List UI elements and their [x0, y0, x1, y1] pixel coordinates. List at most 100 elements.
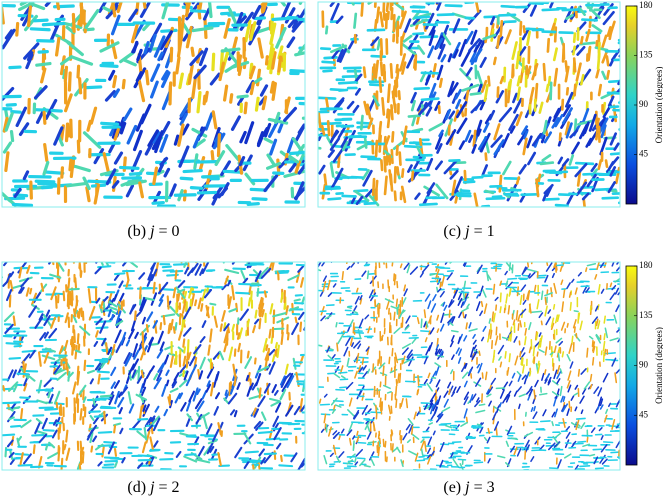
orientation-stroke — [391, 64, 392, 77]
orientation-stroke — [508, 91, 509, 102]
orientation-stroke — [162, 30, 176, 31]
orientation-stroke — [339, 436, 340, 440]
orientation-stroke — [379, 441, 380, 446]
orientation-stroke — [195, 300, 196, 305]
orientation-stroke — [36, 181, 54, 182]
orientation-stroke — [249, 298, 250, 305]
orientation-stroke — [68, 124, 69, 136]
orientation-stroke — [187, 436, 197, 437]
orientation-stroke — [42, 187, 51, 188]
orientation-stroke — [56, 296, 57, 307]
orientation-stroke — [574, 34, 575, 42]
orientation-stroke — [98, 266, 110, 267]
orientation-stroke — [525, 329, 526, 335]
orientation-stroke — [590, 375, 591, 381]
orientation-stroke — [336, 390, 344, 391]
orientation-stroke — [394, 312, 395, 320]
orientation-stroke — [13, 204, 31, 205]
orientation-stroke — [336, 323, 337, 327]
orientation-stroke — [339, 372, 347, 373]
orientation-stroke — [121, 167, 138, 168]
orientation-stroke — [114, 426, 115, 433]
orientation-stroke — [521, 358, 522, 365]
orientation-stroke — [75, 346, 76, 359]
orientation-stroke — [590, 455, 595, 456]
orientation-stroke — [177, 58, 179, 73]
orientation-stroke — [272, 15, 273, 33]
orientation-stroke — [391, 175, 392, 191]
orientation-stroke — [559, 348, 560, 353]
orientation-stroke — [245, 103, 246, 112]
orientation-stroke — [266, 345, 267, 350]
caption-rest: = 0 — [159, 223, 180, 240]
orientation-stroke — [406, 399, 407, 407]
orientation-stroke — [296, 318, 297, 322]
orientation-stroke — [486, 191, 493, 193]
orientation-stroke — [388, 280, 389, 288]
orientation-stroke — [321, 48, 329, 49]
orientation-stroke — [188, 340, 189, 353]
orientation-stroke — [325, 57, 337, 58]
orientation-stroke — [323, 62, 334, 63]
orientation-stroke — [65, 67, 66, 81]
orientation-stroke — [52, 254, 53, 264]
orientation-stroke — [112, 315, 113, 319]
orientation-stroke — [500, 307, 501, 313]
orientation-stroke — [482, 302, 483, 307]
orientation-stroke — [98, 372, 109, 373]
orientation-stroke — [590, 17, 591, 27]
orientation-stroke — [463, 312, 464, 318]
orientation-stroke — [597, 70, 599, 78]
orientation-stroke — [379, 358, 380, 363]
orientation-stroke — [392, 132, 393, 141]
orientation-stroke — [246, 331, 247, 336]
orientation-stroke — [369, 442, 376, 443]
orientation-stroke — [305, 320, 311, 321]
orientation-stroke — [339, 90, 347, 91]
orientation-stroke — [388, 85, 389, 102]
orientation-stroke — [589, 47, 590, 60]
orientation-stroke — [69, 73, 70, 90]
orientation-stroke — [10, 67, 20, 68]
orientation-stroke — [422, 449, 423, 455]
orientation-stroke — [326, 27, 327, 33]
orientation-stroke — [192, 48, 193, 55]
orientation-stroke — [72, 337, 73, 346]
orientation-stroke — [161, 323, 162, 329]
orientation-stroke — [77, 394, 78, 402]
caption-rest: = 1 — [474, 223, 495, 240]
orientation-stroke — [80, 409, 81, 419]
orientation-stroke — [496, 427, 497, 435]
orientation-stroke — [106, 343, 107, 354]
orientation-stroke — [391, 406, 392, 413]
orientation-stroke — [373, 179, 374, 195]
orientation-stroke — [489, 319, 490, 323]
orientation-stroke — [422, 99, 438, 100]
orientation-stroke — [62, 168, 63, 177]
orientation-stroke — [397, 70, 398, 79]
orientation-stroke — [364, 68, 365, 77]
orientation-stroke — [389, 357, 390, 363]
orientation-stroke — [31, 29, 49, 30]
orientation-stroke — [115, 273, 124, 274]
orientation-stroke — [208, 346, 209, 355]
orientation-stroke — [225, 86, 227, 100]
orientation-stroke — [295, 300, 300, 301]
orientation-stroke — [414, 60, 415, 68]
orientation-stroke — [492, 312, 493, 321]
orientation-stroke — [348, 307, 352, 308]
orientation-stroke — [30, 289, 31, 293]
orientation-stroke — [246, 452, 258, 453]
orientation-stroke — [123, 80, 124, 87]
orientation-stroke — [373, 364, 374, 372]
caption-variable: j — [463, 479, 470, 496]
orientation-stroke — [14, 342, 22, 343]
orientation-stroke — [98, 375, 99, 384]
orientation-stroke — [541, 421, 550, 422]
orientation-stroke — [552, 422, 553, 426]
orientation-stroke — [587, 348, 588, 357]
orientation-stroke — [385, 442, 386, 447]
orientation-stroke — [440, 282, 441, 287]
orientation-stroke — [392, 349, 393, 356]
orientation-stroke — [570, 292, 571, 297]
